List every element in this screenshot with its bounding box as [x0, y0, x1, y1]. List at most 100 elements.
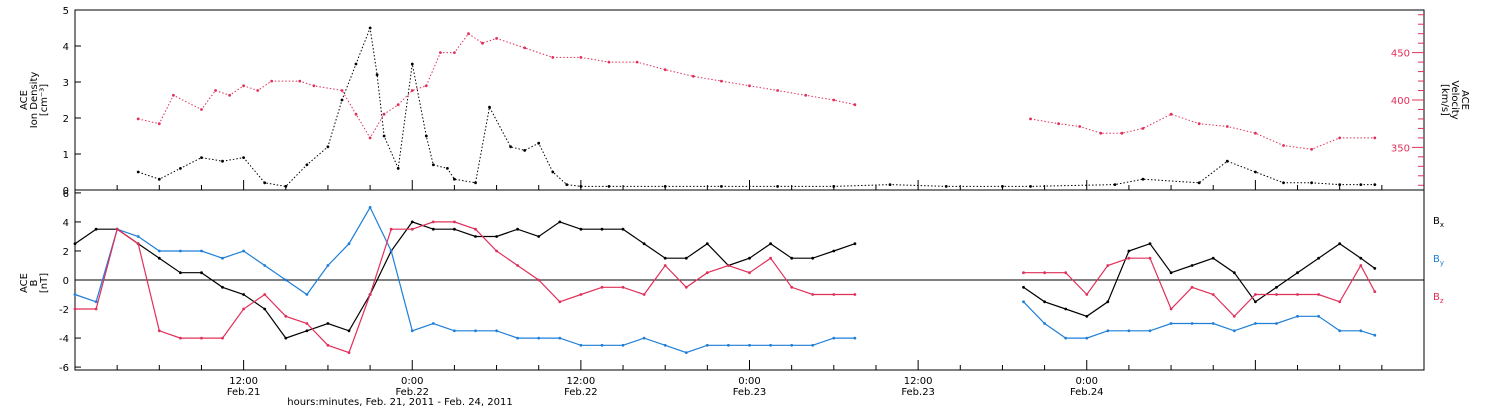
- data-point-bx: [410, 220, 414, 224]
- data-point-bx: [263, 307, 267, 311]
- data-point-density: [1282, 181, 1285, 185]
- data-point-bz: [727, 264, 730, 267]
- data-point-bz: [1317, 293, 1320, 296]
- data-point-bx: [1232, 271, 1236, 275]
- data-point-bx: [853, 242, 857, 246]
- x-tick-time-label: 12:00: [904, 376, 933, 387]
- data-point-density: [200, 156, 203, 160]
- data-point-bz: [1064, 271, 1068, 275]
- data-point-by: [200, 249, 203, 253]
- data-point-by: [832, 336, 836, 340]
- data-point-density: [720, 185, 723, 188]
- data-point-density: [537, 141, 541, 145]
- top-ylabel-line2: Ion Density: [29, 72, 40, 129]
- data-point-velocity: [1373, 136, 1377, 140]
- data-point-bx: [579, 227, 583, 231]
- data-point-by: [1373, 333, 1377, 337]
- data-point-by: [474, 329, 477, 333]
- x-tick-date-label: Feb.22: [564, 387, 598, 398]
- data-point-density: [136, 170, 140, 174]
- data-point-density: [1373, 183, 1377, 187]
- data-point-velocity: [424, 84, 428, 88]
- data-point-bx: [1043, 300, 1046, 304]
- data-point-by: [1127, 329, 1131, 333]
- data-point-bz: [347, 351, 351, 354]
- x-tick-date-label: Feb.23: [901, 387, 935, 398]
- data-point-density: [453, 177, 456, 181]
- data-point-bx: [769, 242, 772, 246]
- x-tick-time-label: 0:00: [1076, 376, 1098, 387]
- data-point-velocity: [663, 68, 667, 72]
- data-point-by: [600, 343, 604, 347]
- data-point-bz: [94, 307, 98, 311]
- data-point-density: [776, 185, 779, 188]
- data-point-bx: [1338, 242, 1342, 246]
- data-point-bx: [1064, 307, 1068, 311]
- data-point-bz: [115, 227, 119, 231]
- bottom-ylabel-line3: [nT]: [39, 273, 50, 293]
- data-point-by: [1338, 329, 1342, 333]
- data-point-velocity: [1338, 136, 1342, 140]
- legend-bx-sub: x: [1440, 221, 1444, 229]
- data-point-bz: [600, 285, 604, 289]
- data-point-bz: [748, 271, 751, 275]
- data-point-bx: [811, 256, 815, 260]
- data-point-velocity: [172, 93, 175, 97]
- data-point-bz: [1296, 293, 1299, 296]
- series-bz: [73, 220, 1377, 354]
- data-point-bx: [790, 256, 794, 260]
- data-point-density: [1254, 170, 1257, 174]
- data-point-bz: [1359, 264, 1363, 267]
- data-point-bx: [1190, 264, 1194, 267]
- data-point-bz: [136, 242, 140, 246]
- data-point-velocity: [453, 51, 456, 54]
- bottom-y-tick-label: 4: [63, 218, 69, 229]
- data-point-density: [488, 105, 491, 109]
- plot-series: [73, 26, 1377, 354]
- data-point-bz: [157, 329, 161, 333]
- data-point-density: [523, 149, 527, 152]
- data-point-density: [1197, 181, 1201, 185]
- data-point-density: [1029, 185, 1032, 188]
- data-point-bx: [1254, 300, 1257, 304]
- data-point-by: [1211, 322, 1215, 325]
- data-point-bz: [1211, 293, 1215, 296]
- data-point-bx: [1296, 271, 1299, 275]
- top-y-tick-label: 2: [63, 114, 69, 125]
- data-point-bx: [558, 220, 562, 224]
- data-point-density: [607, 185, 611, 188]
- data-point-by: [1043, 322, 1046, 325]
- x-axis-label: hours:minutes, Feb. 21, 2011 - Feb. 24, …: [287, 397, 512, 408]
- data-point-density: [579, 185, 583, 188]
- data-point-by: [727, 343, 730, 347]
- data-point-bz: [1232, 314, 1236, 318]
- data-point-velocity: [228, 93, 232, 97]
- data-point-velocity: [1120, 131, 1124, 135]
- data-point-velocity: [551, 56, 555, 59]
- data-point-density: [242, 156, 246, 160]
- data-point-bx: [1275, 285, 1278, 289]
- legend-bz-sub: z: [1440, 297, 1444, 305]
- data-point-by: [537, 336, 541, 340]
- data-point-bx: [1148, 242, 1152, 246]
- right-y-tick-label: 400: [1391, 96, 1410, 107]
- data-point-bz: [1275, 293, 1278, 296]
- data-point-density: [368, 26, 372, 30]
- data-point-density: [326, 145, 330, 149]
- top-y-tick-label: 5: [63, 6, 69, 17]
- legend-by-main: B: [1433, 254, 1440, 265]
- data-point-by: [242, 249, 246, 253]
- data-point-bz: [284, 314, 288, 318]
- bottom-ylabel-line1: ACE: [19, 273, 30, 293]
- data-point-bz: [705, 271, 709, 275]
- x-tick-date-label: Feb.21: [227, 387, 261, 398]
- data-point-velocity: [1078, 125, 1082, 128]
- data-point-by: [579, 343, 583, 347]
- data-point-bx: [474, 235, 477, 238]
- data-point-bx: [642, 242, 646, 246]
- data-point-bz: [684, 285, 688, 289]
- top-y-tick-label: 1: [63, 150, 69, 161]
- data-point-bx: [1127, 249, 1131, 253]
- data-point-by: [748, 343, 751, 347]
- data-point-by: [790, 343, 794, 347]
